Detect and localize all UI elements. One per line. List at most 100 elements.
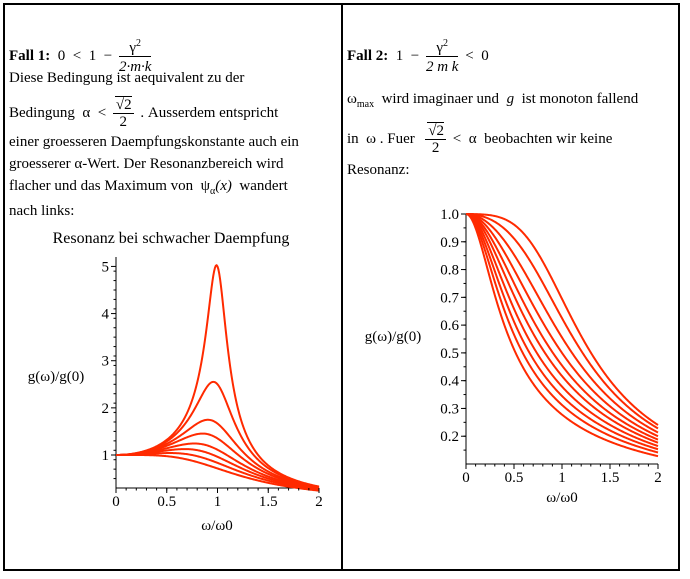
- chart2-y-tick-label: 0.8: [440, 263, 459, 279]
- chart2-series-line: [465, 213, 659, 434]
- fall1-line2-post: . Ausserdem entspricht: [140, 104, 279, 121]
- fall2-line2-lt: <: [452, 130, 462, 147]
- fall1-line3: einer groesseren Daempfungskonstante auc…: [9, 134, 299, 150]
- chart1-y-tick-label: 2: [102, 401, 110, 417]
- chart2-series-line: [465, 213, 659, 451]
- fall1-heading: Fall 1:: [9, 47, 51, 64]
- chart2-series-line: [465, 213, 659, 430]
- fall1-line5-psi: ψ: [200, 178, 211, 194]
- chart2-y-tick-label: 0.2: [440, 429, 459, 445]
- fall2-denominator: 2 m k: [425, 59, 459, 75]
- fall1-minus: −: [103, 47, 113, 64]
- fall2-line1-mid: wird imaginaer und: [381, 91, 500, 107]
- chart-resonance-weak-damping: Resonanz bei schwacher Daempfung 0 0.5 1 1.…: [28, 230, 323, 534]
- chart2-xlabel: ω/ω0: [546, 490, 577, 506]
- fall2-line2: in ω . Fuer √2 2 < α beobachten wir kein…: [347, 122, 613, 156]
- fall2-line2-omega: ω: [366, 130, 377, 147]
- fall1-gamma: γ: [129, 40, 136, 56]
- chart1-xlabel: ω/ω0: [201, 518, 232, 534]
- fall1-line2: Bedingung α < √2 2 . Ausserdem entsprich…: [9, 96, 279, 130]
- chart-no-resonance: 0 0.5 1 1.5 2 0.2 0.3 0.4 0.5 0.6 0.7 0.8 0.9 1.0 g(ω…: [365, 207, 662, 506]
- chart1-x-tick-label: 2: [315, 494, 323, 510]
- fall1-line2-den: 2: [119, 114, 128, 130]
- fall1-line2-pre: Bedingung: [9, 104, 75, 121]
- fall2-line1-sub: max: [356, 99, 375, 110]
- fall1-line5-arg: (x): [215, 178, 232, 194]
- fall2-line2-fraction: √2 2: [425, 122, 447, 156]
- chart2-y-tick-label: 0.6: [440, 318, 459, 334]
- fall2-minus: −: [410, 47, 420, 64]
- chart2-x-tick-label: 2: [654, 470, 662, 486]
- chart2-y-tick-label: 0.9: [440, 235, 459, 251]
- fall2-lt: <: [465, 47, 474, 64]
- fall2-line2-alpha: α: [468, 130, 477, 147]
- fall2-line2-mid: . Fuer: [379, 130, 415, 147]
- column-divider: [341, 3, 343, 571]
- fall1-line1: Diese Bedingung ist aequivalent zu der: [9, 70, 245, 86]
- chart1-title: Resonanz bei schwacher Daempfung: [53, 230, 290, 247]
- fall1-lt: <: [72, 47, 82, 64]
- fall1-line2-lt: <: [97, 104, 107, 121]
- chart2-y-tick-label: 0.4: [440, 374, 459, 390]
- chart1-x-tick-label: 0: [112, 494, 120, 510]
- chart2-x-tick-label: 0.5: [505, 470, 524, 486]
- fall2-line1-post: ist monoton fallend: [521, 91, 639, 107]
- fall2-gamma: γ: [436, 40, 444, 56]
- fall1-line5-sub: α: [210, 186, 216, 197]
- chart1-x-tick-label: 1.5: [259, 494, 278, 510]
- fall2-line2-pre: in: [347, 130, 359, 147]
- fall1-line5-post: wandert: [239, 178, 288, 194]
- chart1-x-tick-label: 1: [214, 494, 222, 510]
- chart2-curves: [465, 213, 659, 458]
- panel-fall-1: Fall 1: 0 < 1 − γ2 2·m·k Diese Bedingung…: [5, 5, 341, 569]
- chart2-y-tick-label: 0.7: [440, 290, 459, 306]
- chart2-series-line: [465, 213, 659, 454]
- fall1-denominator: 2·m·k: [118, 59, 152, 75]
- chart1-x-tick-label: 0.5: [157, 494, 176, 510]
- fall2-fraction: γ2 2 m k: [425, 38, 459, 75]
- fall1-line2-sqrt: √2: [114, 96, 132, 113]
- panel-fall-2: Fall 2: 1 − γ2 2 m k < 0 ωmax wird imagi…: [343, 5, 678, 569]
- fall2-one: 1: [395, 47, 404, 64]
- fall2-line1: ωmax wird imaginaer und g ist monoton fa…: [347, 90, 638, 114]
- fall2-condition-line: Fall 2: 1 − γ2 2 m k < 0: [347, 38, 489, 75]
- chart1-curves: [116, 263, 320, 492]
- chart1-y-tick-label: 4: [102, 307, 110, 323]
- chart1-ylabel: g(ω)/g(0): [28, 369, 85, 385]
- chart1-series-line: [116, 380, 320, 488]
- chart2-ticks: 0 0.5 1 1.5 2 0.2 0.3 0.4 0.5 0.6 0.7 0.8 0.9 1.0: [440, 207, 662, 486]
- fall1-line2-fraction: √2 2: [112, 96, 134, 130]
- fall1-fraction: γ2 2·m·k: [118, 38, 152, 75]
- chart2-x-tick-label: 1.5: [601, 470, 620, 486]
- chart1-y-tick-label: 5: [102, 259, 110, 275]
- fall2-line1-omega: ω: [347, 91, 357, 107]
- fall1-line6: nach links:: [9, 203, 75, 219]
- chart1-ticks: 0 0.5 1 1.5 2 1 2 3 4 5: [102, 259, 323, 510]
- chart2-series-line: [465, 213, 659, 458]
- fall1-gamma-exp: 2: [136, 38, 141, 49]
- fall1-line5: flacher und das Maximum von ψα(x) wander…: [9, 177, 288, 201]
- fall2-line2-post: beobachten wir keine: [484, 130, 613, 147]
- chart2-series-line: [466, 213, 659, 426]
- chart2-series-line: [465, 213, 659, 444]
- fall1-line5-pre: flacher und das Maximum von: [9, 178, 194, 194]
- fall1-one: 1: [88, 47, 97, 64]
- fall1-zero: 0: [57, 47, 66, 64]
- chart2-x-tick-label: 0: [462, 470, 470, 486]
- fall1-line4: groesserer α-Wert. Der Resonanzbereich w…: [9, 156, 284, 172]
- fall2-line3: Resonanz:: [347, 162, 410, 178]
- fall2-gamma-exp: 2: [443, 38, 449, 49]
- chart1-series-line: [116, 448, 320, 491]
- fall2-line2-den: 2: [431, 140, 440, 156]
- chart2-y-tick-label: 0.5: [440, 346, 459, 362]
- fall1-condition-line: Fall 1: 0 < 1 − γ2 2·m·k: [9, 38, 154, 75]
- chart2-x-tick-label: 1: [558, 470, 566, 486]
- fall2-heading: Fall 2:: [347, 47, 389, 64]
- fall1-line2-alpha: α: [82, 104, 91, 121]
- fall2-zero: 0: [481, 47, 489, 64]
- fall2-line2-sqrt: √2: [427, 122, 445, 139]
- chart1-y-tick-label: 3: [102, 354, 110, 370]
- chart2-y-tick-label: 0.3: [440, 401, 459, 417]
- chart2-series-line: [465, 213, 659, 447]
- chart2-series-line: [465, 213, 659, 441]
